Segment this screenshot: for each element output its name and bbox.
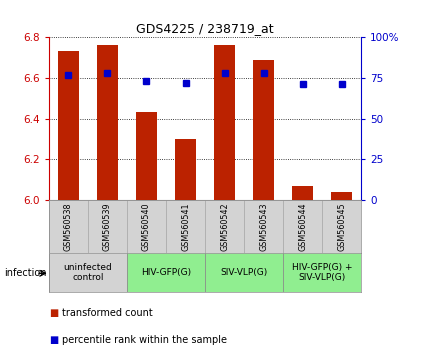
Bar — [244, 200, 283, 253]
Bar — [175, 139, 196, 200]
Bar — [253, 59, 275, 200]
Bar — [283, 200, 322, 253]
Bar — [166, 200, 205, 253]
Bar — [322, 200, 361, 253]
Bar — [49, 253, 127, 292]
Title: GDS4225 / 238719_at: GDS4225 / 238719_at — [136, 22, 274, 35]
Text: GSM560542: GSM560542 — [220, 202, 229, 251]
Text: GSM560544: GSM560544 — [298, 202, 307, 251]
Bar — [292, 186, 313, 200]
Text: GSM560545: GSM560545 — [337, 202, 346, 251]
Text: HIV-GFP(G) +
SIV-VLP(G): HIV-GFP(G) + SIV-VLP(G) — [292, 263, 352, 282]
Text: GSM560543: GSM560543 — [259, 202, 268, 251]
Text: ■: ■ — [49, 308, 58, 318]
Text: ■: ■ — [49, 335, 58, 345]
Bar — [49, 200, 88, 253]
Bar — [58, 51, 79, 200]
Text: GSM560540: GSM560540 — [142, 202, 151, 251]
Text: HIV-GFP(G): HIV-GFP(G) — [141, 268, 191, 277]
Text: GSM560539: GSM560539 — [103, 202, 112, 251]
Bar — [214, 45, 235, 200]
Bar — [127, 253, 205, 292]
Bar — [205, 200, 244, 253]
Bar — [136, 113, 157, 200]
Bar — [97, 45, 118, 200]
Text: infection: infection — [4, 268, 47, 278]
Text: percentile rank within the sample: percentile rank within the sample — [62, 335, 227, 345]
Text: SIV-VLP(G): SIV-VLP(G) — [221, 268, 268, 277]
Text: transformed count: transformed count — [62, 308, 153, 318]
Bar — [205, 253, 283, 292]
Bar — [88, 200, 127, 253]
Bar — [283, 253, 361, 292]
Bar — [331, 192, 352, 200]
Text: GSM560541: GSM560541 — [181, 202, 190, 251]
Bar — [127, 200, 166, 253]
Text: uninfected
control: uninfected control — [64, 263, 112, 282]
Text: GSM560538: GSM560538 — [64, 202, 73, 251]
